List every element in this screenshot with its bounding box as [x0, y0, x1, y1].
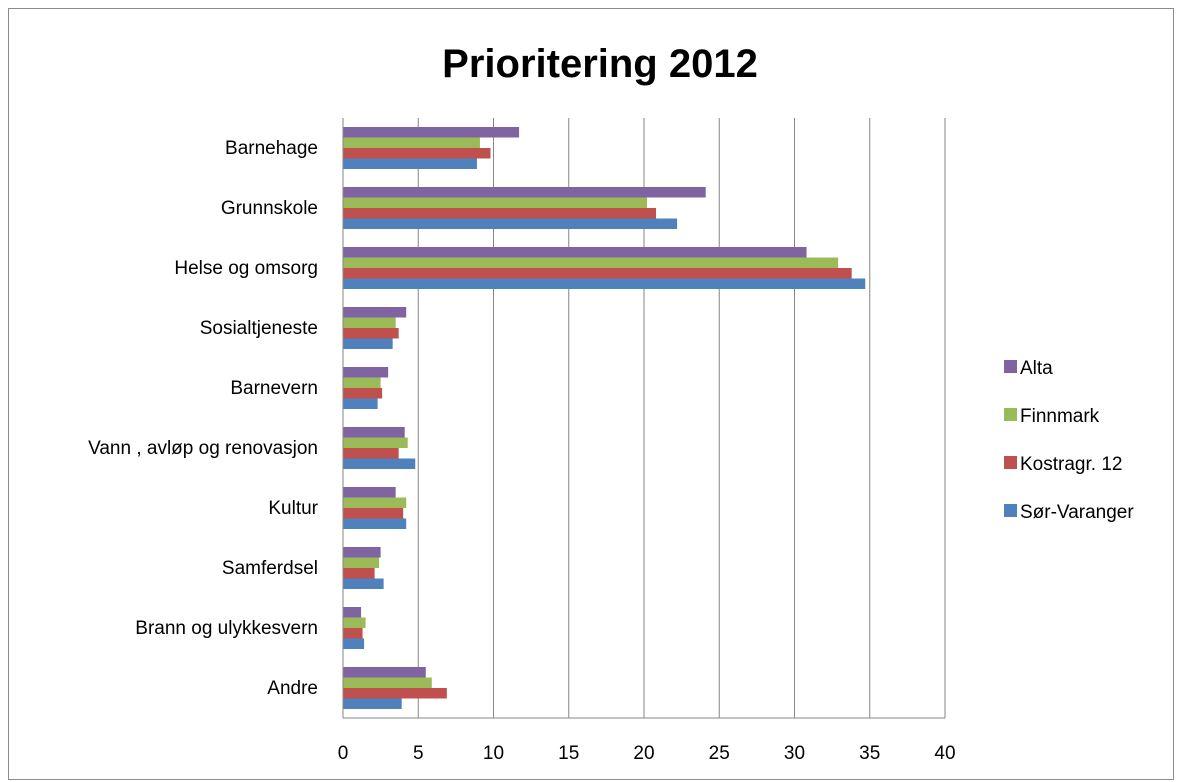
bar-s-r-varanger [343, 218, 678, 229]
bar-kostragr-12 [343, 268, 852, 279]
legend-swatch [1004, 456, 1017, 469]
chart-frame [8, 8, 1174, 780]
bar-s-r-varanger [343, 458, 416, 469]
bar-alta [343, 247, 807, 258]
category-label: Kultur [268, 498, 318, 519]
legend-label: Alta [1020, 358, 1053, 379]
bar-s-r-varanger [343, 518, 407, 529]
bar-alta [343, 547, 381, 558]
bar-s-r-varanger [343, 278, 866, 289]
bar-kostragr-12 [343, 568, 375, 579]
bar-alta [343, 307, 407, 318]
category-label: Helse og omsorg [174, 258, 318, 279]
legend: Alta Finnmark Kostragr. 12 Sør-Varanger [1004, 358, 1134, 523]
bar-kostragr-12 [343, 628, 363, 639]
bar-alta [343, 667, 426, 678]
bar-finnmark [343, 317, 396, 328]
x-tick-label: 10 [483, 743, 504, 764]
bar-kostragr-12 [343, 148, 491, 159]
bar-finnmark [343, 197, 648, 208]
bar-kostragr-12 [343, 688, 447, 699]
bar-alta [343, 367, 389, 378]
x-tick-label: 35 [859, 743, 880, 764]
category-label: Samferdsel [222, 558, 318, 579]
bar-kostragr-12 [343, 448, 399, 459]
bars [343, 127, 866, 709]
legend-label: Finnmark [1020, 406, 1100, 427]
x-tick-label: 5 [413, 743, 424, 764]
category-label: Sosialtjeneste [200, 318, 318, 339]
bar-alta [343, 607, 362, 618]
x-tick-label: 15 [558, 743, 579, 764]
axes: 0 5 10 15 20 25 30 35 40 Barnehage Grunnskole Helse… [88, 118, 956, 764]
bar-s-r-varanger [343, 398, 378, 409]
category-label: Barnevern [230, 378, 318, 399]
bar-s-r-varanger [343, 158, 477, 169]
bar-finnmark [343, 257, 839, 268]
bar-s-r-varanger [343, 338, 393, 349]
x-tick-label: 40 [934, 743, 955, 764]
category-label: Barnehage [225, 138, 318, 159]
category-label: Vann , avløp og renovasjon [88, 438, 318, 459]
bar-alta [343, 487, 396, 498]
bar-finnmark [343, 377, 381, 388]
category-label: Grunnskole [221, 198, 318, 219]
x-tick-label: 25 [709, 743, 730, 764]
bar-s-r-varanger [343, 698, 402, 709]
bar-s-r-varanger [343, 578, 384, 589]
legend-swatch [1004, 360, 1017, 373]
bar-finnmark [343, 677, 432, 688]
bar-alta [343, 427, 405, 438]
bar-finnmark [343, 557, 380, 568]
x-tick-label: 0 [338, 743, 349, 764]
bar-alta [343, 187, 706, 198]
x-tick-label: 30 [784, 743, 805, 764]
legend-label: Sør-Varanger [1020, 502, 1134, 523]
category-label: Andre [267, 678, 318, 699]
bar-kostragr-12 [343, 208, 657, 219]
category-label: Brann og ulykkesvern [135, 618, 318, 639]
legend-swatch [1004, 504, 1017, 517]
bar-kostragr-12 [343, 508, 404, 519]
chart-title: Prioritering 2012 [442, 42, 758, 86]
bar-finnmark [343, 617, 366, 628]
legend-label: Kostragr. 12 [1020, 454, 1122, 475]
bar-kostragr-12 [343, 328, 399, 339]
bar-alta [343, 127, 520, 138]
bar-finnmark [343, 437, 408, 448]
bar-finnmark [343, 497, 407, 508]
legend-swatch [1004, 408, 1017, 421]
bar-s-r-varanger [343, 638, 365, 649]
x-tick-label: 20 [633, 743, 654, 764]
bar-kostragr-12 [343, 388, 383, 399]
bar-finnmark [343, 137, 480, 148]
